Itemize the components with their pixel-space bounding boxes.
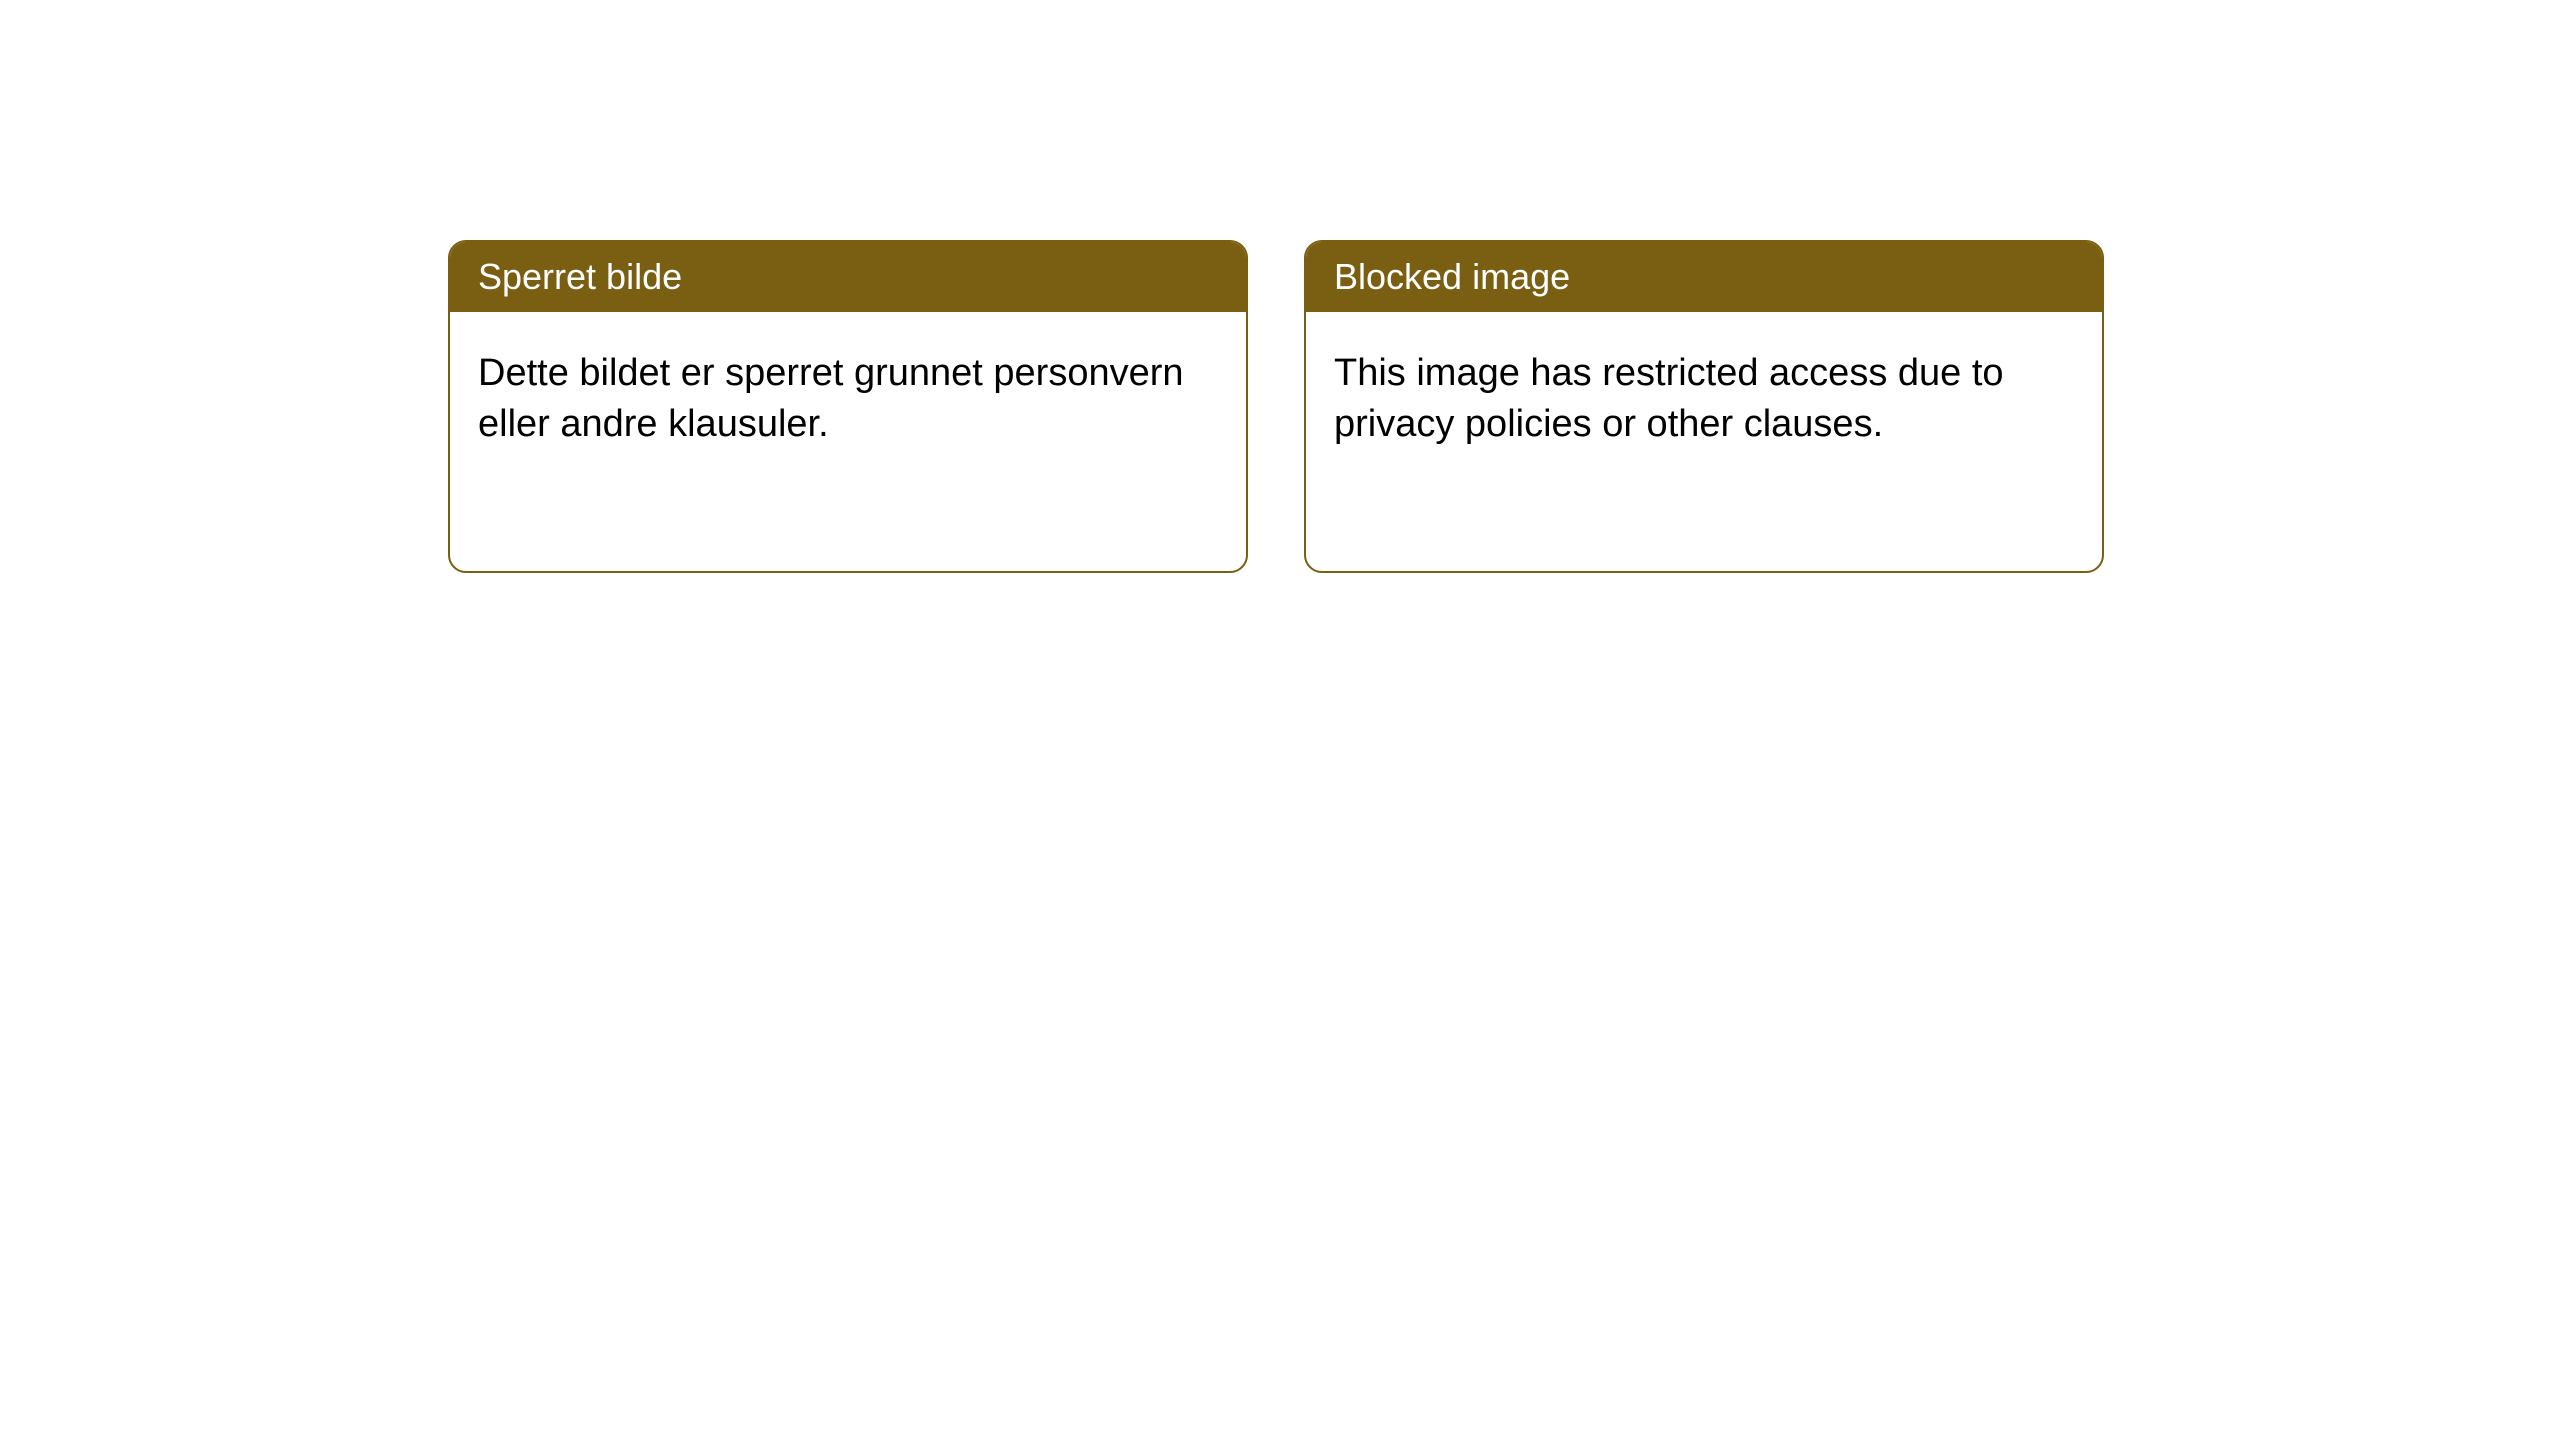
card-header-no: Sperret bilde (450, 242, 1246, 312)
notice-container: Sperret bilde Dette bildet er sperret gr… (448, 240, 2104, 573)
blocked-image-card-en: Blocked image This image has restricted … (1304, 240, 2104, 573)
card-header-en: Blocked image (1306, 242, 2102, 312)
card-body-no: Dette bildet er sperret grunnet personve… (450, 312, 1246, 571)
card-body-en: This image has restricted access due to … (1306, 312, 2102, 571)
blocked-image-card-no: Sperret bilde Dette bildet er sperret gr… (448, 240, 1248, 573)
